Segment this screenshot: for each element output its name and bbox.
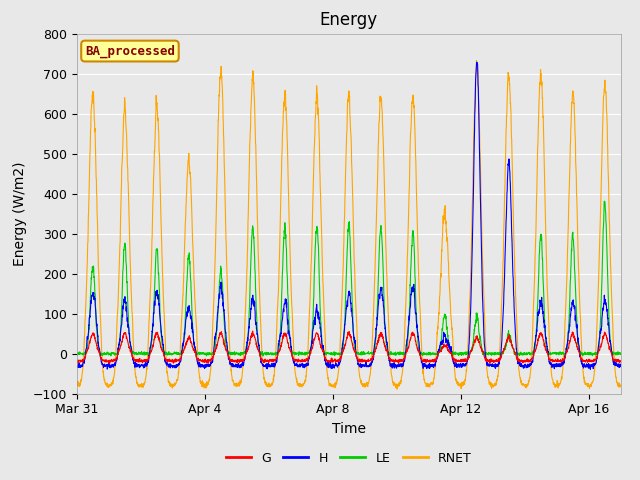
- Text: BA_processed: BA_processed: [85, 44, 175, 58]
- G: [116, 346, 124, 352]
- G: [191, 348, 198, 354]
- Line: RNET: RNET: [77, 60, 621, 389]
- LE: [236, 351, 244, 357]
- Legend: G, H, LE, RNET: G, H, LE, RNET: [221, 447, 476, 469]
- H: [502, 233, 509, 239]
- RNET: [236, 377, 244, 383]
- G: [106, 360, 113, 366]
- H: [586, 366, 594, 372]
- RNET: [190, 278, 198, 284]
- Title: Energy: Energy: [320, 11, 378, 29]
- H: [183, 309, 191, 314]
- H: [236, 363, 244, 369]
- LE: [259, 353, 267, 359]
- H: [116, 338, 124, 344]
- RNET: [73, 382, 81, 387]
- RNET: [372, 239, 380, 245]
- LE: [372, 332, 380, 338]
- LE: [617, 351, 625, 357]
- LE: [502, 344, 509, 349]
- RNET: [473, 58, 481, 63]
- RNET: [183, 176, 191, 182]
- LE: [600, 198, 608, 204]
- RNET: [502, 136, 509, 142]
- G: [249, 328, 257, 334]
- RNET: [394, 386, 401, 392]
- H: [372, 334, 380, 339]
- G: [372, 346, 380, 351]
- G: [617, 358, 625, 364]
- G: [73, 359, 81, 365]
- LE: [116, 340, 124, 346]
- Line: LE: LE: [77, 201, 621, 356]
- X-axis label: Time: Time: [332, 422, 366, 436]
- H: [73, 364, 81, 370]
- Y-axis label: Energy (W/m2): Energy (W/m2): [13, 161, 27, 266]
- LE: [190, 343, 198, 349]
- Line: H: H: [77, 62, 621, 369]
- LE: [73, 351, 81, 357]
- LE: [183, 277, 191, 283]
- G: [237, 358, 244, 364]
- G: [184, 337, 191, 343]
- H: [617, 361, 625, 367]
- H: [190, 339, 198, 345]
- RNET: [116, 257, 124, 263]
- H: [473, 59, 481, 65]
- G: [502, 341, 509, 347]
- Line: G: G: [77, 331, 621, 363]
- RNET: [617, 384, 625, 389]
